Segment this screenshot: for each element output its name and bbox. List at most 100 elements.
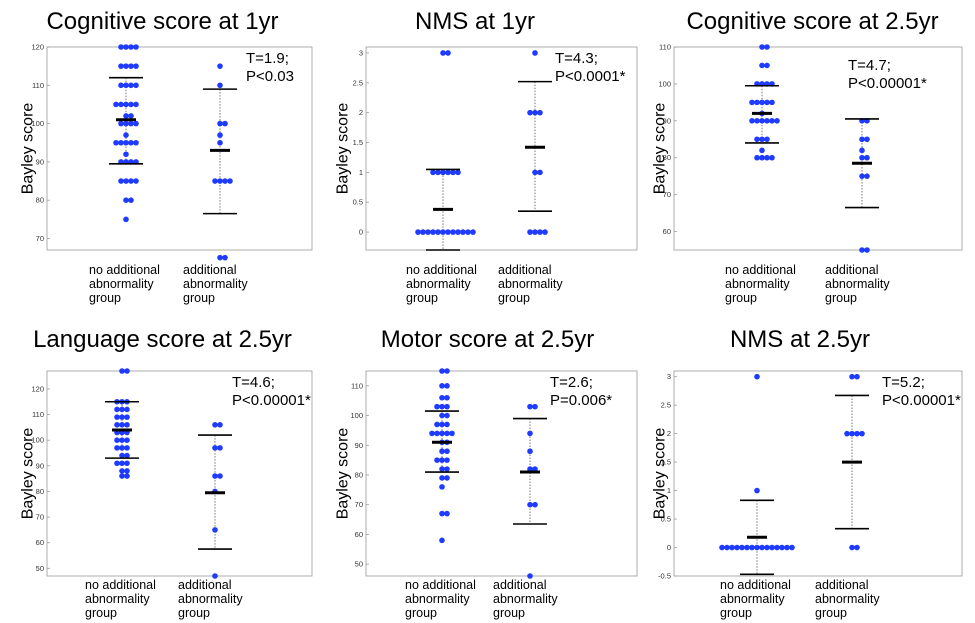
stat-annotation: P<0.00001* [848,75,927,92]
plot-frame [46,46,313,251]
x-category-label: abnormality [493,592,558,606]
data-point [864,173,870,179]
y-tick-label: 100 [350,411,363,420]
data-point [118,63,124,69]
data-point [119,460,125,467]
y-tick-label: 100 [658,79,671,88]
data-point [754,487,760,494]
data-point [128,197,134,204]
data-point [114,445,120,451]
x-category-label: abnormality [725,277,790,291]
data-point [440,229,446,235]
data-point [859,173,865,179]
x-category-label: abnormality [406,277,471,291]
data-point [455,229,461,235]
data-point [754,136,760,143]
y-tick-label: 110 [351,381,363,390]
x-category-label: additional [178,578,232,592]
data-point [133,44,139,50]
data-point [719,544,725,551]
data-point [119,406,125,413]
data-point [217,63,223,69]
y-tick-label: 2.5 [661,401,671,410]
data-point [439,537,445,544]
data-point [435,229,441,235]
data-point [123,151,129,158]
data-point [118,44,124,50]
data-point [859,430,865,437]
data-point [420,229,426,235]
data-point [455,169,461,176]
data-point [532,501,538,508]
chart-title: Motor score at 2.5yr [380,326,595,353]
data-point [849,544,855,551]
data-point [470,229,476,235]
x-category-label: group [85,606,117,620]
data-point [749,99,755,106]
chart-svg: -0.5 0 0.5 1 1.5 2 2.5 3 Bayley score no addition… [651,370,963,620]
data-point [124,452,130,459]
data-point [119,368,125,374]
data-point [124,473,130,479]
data-point [759,154,765,161]
data-point [864,247,870,253]
y-tick-label: 0.5 [353,198,363,207]
data-point [439,484,445,490]
y-tick-label: 100 [31,436,44,445]
chart-panel-cognitive-2-5yr: Cognitive score at 2.5yr 60 70 80 90 100 110 B… [650,0,975,311]
data-point [744,544,750,551]
x-category-label: group [815,606,847,620]
data-point [128,101,134,108]
chart-title: NMS at 2.5yr [729,326,871,353]
data-point [212,573,218,579]
y-axis-label: Bayley score [651,103,668,195]
data-point [445,169,451,176]
y-tick-label: 70 [36,234,44,243]
data-point [123,197,129,204]
stat-annotation: P<0.00001* [882,392,961,409]
stat-annotation: T=1.9; [246,50,289,67]
data-point [128,44,134,50]
data-point [849,373,855,380]
data-point [859,247,865,253]
data-point [124,445,130,451]
data-point [212,445,218,451]
data-point [789,544,795,551]
x-category-label: abnormality [825,277,890,291]
data-point [114,437,120,443]
data-point [527,430,533,437]
data-point [450,169,456,176]
data-point [445,229,451,235]
data-point [429,430,435,437]
data-point [844,430,850,437]
stat-annotation: T=4.6; [232,374,275,391]
y-tick-label: 3 [667,372,671,381]
stat-annotation: T=2.6; [550,374,593,391]
data-point [450,229,456,235]
data-point [864,136,870,143]
data-point [527,448,533,455]
stat-annotation: T=4.3; [555,50,598,67]
data-point [124,460,130,467]
data-point [439,475,445,481]
y-tick-label: 80 [355,470,363,479]
data-point [542,229,548,235]
y-axis-label: Bayley score [19,428,36,520]
data-point [444,394,450,401]
y-tick-label: 50 [36,564,44,573]
x-category-label: group [720,606,752,620]
data-point [123,101,129,108]
data-point [754,544,760,551]
data-point [123,216,129,223]
data-point [439,457,445,463]
data-point [532,229,538,235]
data-point [114,406,120,413]
data-point [128,63,134,69]
data-point [119,437,125,443]
data-point [734,544,740,551]
y-tick-label: -0.5 [658,572,671,581]
x-category-label: abnormality [498,277,563,291]
data-point [124,414,130,420]
data-point [739,544,745,551]
plot-frame [46,370,313,577]
